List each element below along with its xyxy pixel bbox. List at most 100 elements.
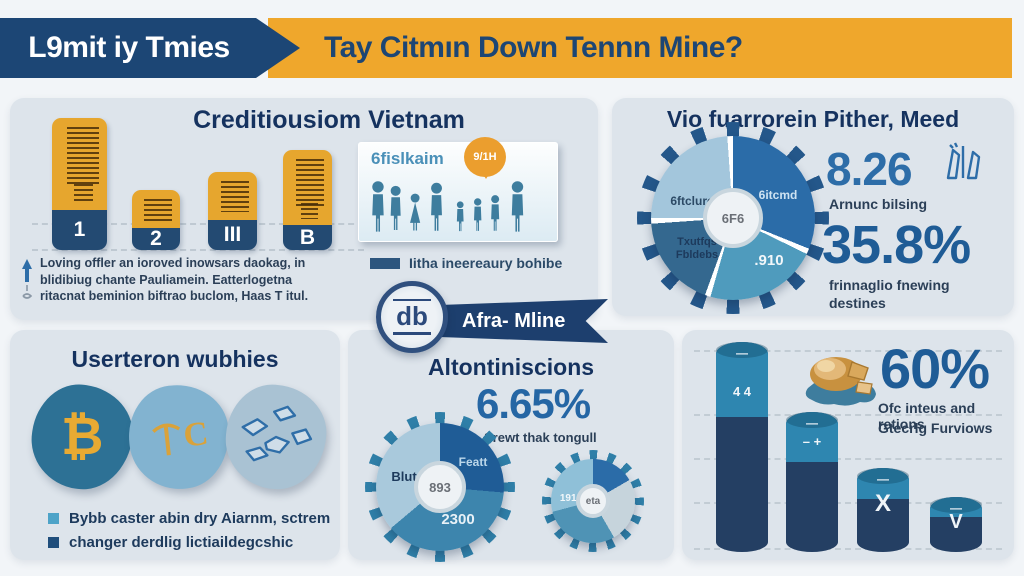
bullet-item: changer derdlig lictiaildegcshic xyxy=(48,534,330,551)
bar-texture xyxy=(144,199,172,224)
bar-2-label: 2 xyxy=(150,227,162,250)
panel-badges: Userteron wubhies ₿ C xyxy=(10,330,340,560)
cylinder-rim xyxy=(716,342,768,358)
cylinder-mark: — xyxy=(736,346,748,360)
panel-credit: Creditiousiom Vietnam 1 2 xyxy=(10,98,598,320)
cylinder-bar-2: — – + xyxy=(786,412,838,552)
bar-3: III xyxy=(208,172,257,250)
stat-60-caption-1: Ofc inteus and retions xyxy=(878,400,976,432)
bitcoin-badge: ₿ xyxy=(25,378,139,496)
bar-2: 2 xyxy=(132,190,180,250)
bar-4-base: B xyxy=(283,225,332,250)
gridline xyxy=(694,350,1002,352)
bar-1-label: 1 xyxy=(73,218,86,241)
bar-4: B xyxy=(283,150,332,250)
panel-donut: Vio fuarrorein Pither, Meed 6ftclure 6it… xyxy=(612,98,1014,316)
cylinder-top xyxy=(857,468,909,499)
circle-logo: db xyxy=(376,281,448,353)
bullet-text: changer derdlig lictiaildegcshic xyxy=(69,534,294,551)
gold-nugget-icon xyxy=(805,357,876,406)
gear-center-label: eta xyxy=(585,495,601,507)
credit-bar-chart: 1 2 III xyxy=(32,116,364,251)
gridline xyxy=(694,548,1002,550)
bullet-square-icon xyxy=(48,513,59,524)
gridline xyxy=(32,249,364,251)
segment-label: .910 xyxy=(754,252,784,269)
cylinder-rim xyxy=(930,497,982,513)
ribbon-banner: Afra- Mline xyxy=(436,299,608,343)
logo-monogram: db xyxy=(393,299,431,335)
bar-2-top xyxy=(132,190,180,228)
people-card-label: 6fislkaim xyxy=(371,149,444,168)
cylinder-bar-3: — X xyxy=(857,468,909,552)
bar-texture xyxy=(295,159,324,207)
cylinder-mark: — xyxy=(950,501,962,515)
cylinder-rim xyxy=(786,412,838,428)
bullet-text: Bybb caster abin dry Aiarnm, sctrem xyxy=(69,510,331,527)
bar-3-top xyxy=(208,172,257,220)
cylinder-rim xyxy=(857,468,909,484)
cylinder-mark: — xyxy=(806,416,818,430)
donut-gear-chart: 6ftclure 6itcmd Txutfqs Fbldebs .910 6F6 xyxy=(637,122,829,314)
stat-60-caption-2: Gtecrlg Furviows xyxy=(878,420,993,436)
header-title: Tay Citmın Down Tennn Mine? xyxy=(324,31,743,64)
panel-gears: Altontiniscions 6.65% Srewt thak tongull… xyxy=(348,330,674,562)
big-gear-chart: Blutd Featt 2300 893 xyxy=(365,412,515,562)
cylinder-top xyxy=(716,342,768,417)
stat-826-value: 8.26 xyxy=(826,143,913,195)
speech-bubble: 9/1H xyxy=(464,137,506,179)
pickaxe-icon xyxy=(151,423,180,456)
tools-icon xyxy=(946,142,981,180)
bar-texture xyxy=(301,202,318,219)
cylinder-bar-1: — 4 4 xyxy=(716,342,768,552)
cylinder-bar-4: — V xyxy=(930,497,982,552)
pencil-arrow-icon xyxy=(22,259,33,299)
header-banner: Tay Citmın Down Tennn Mine? xyxy=(268,18,1012,78)
bar-3-base: III xyxy=(208,220,257,250)
gridline xyxy=(694,502,1002,504)
header-tag: L9mit iy Tmies xyxy=(28,31,230,64)
speech-bubble-text: 9/1H xyxy=(473,151,497,163)
bullet-square-icon xyxy=(48,537,59,548)
cylinder-top xyxy=(930,497,982,517)
donut-center: 6F6 xyxy=(703,188,763,248)
bar-texture xyxy=(67,127,99,186)
gridline xyxy=(694,414,1002,416)
bar-4-top xyxy=(283,150,332,225)
bar-1-top xyxy=(52,118,107,210)
panel-cylinders: — 4 4 — – + — X — V 60% xyxy=(682,330,1014,560)
segment-label: Txutfqs Fbldebs xyxy=(675,236,719,262)
segment-label: 6itcmd xyxy=(758,188,798,202)
gear-center: eta xyxy=(576,484,610,518)
panel-donut-title: Vio fuarrorein Pither, Meed xyxy=(666,106,960,132)
ribbon-text: Afra- Mline xyxy=(462,309,566,332)
people-legend: Iitha ineereaury bohibe xyxy=(370,255,562,271)
people-card: 6fislkaim 9/1H xyxy=(358,137,558,242)
header-tag-arrow: L9mit iy Tmies xyxy=(0,18,300,78)
panel-gears-title: Altontiniscions xyxy=(427,354,595,380)
segment-label: Featt xyxy=(458,455,488,469)
gear-center: 893 xyxy=(414,461,466,513)
cylinder-label: – + xyxy=(802,434,822,449)
badge-bullets: Bybb caster abin dry Aiarnm, sctrem chan… xyxy=(48,510,330,558)
legend-text: Iitha ineereaury bohibe xyxy=(409,255,563,271)
credit-caption: Loving offler an ioroved inowsars daokag… xyxy=(40,256,309,303)
pickaxe-badge: C xyxy=(123,380,235,494)
bar-3-label: III xyxy=(223,223,242,246)
stat-665-value: 6.65% xyxy=(476,380,591,427)
bar-texture xyxy=(220,181,249,212)
bullet-item: Bybb caster abin dry Aiarnm, sctrem xyxy=(48,510,330,527)
scrap-badge xyxy=(221,380,331,494)
panel-badges-title: Userteron wubhies xyxy=(71,346,279,372)
legend-swatch xyxy=(370,257,400,269)
bar-1: 1 xyxy=(52,118,107,250)
scattered-scrap-icon xyxy=(241,405,313,462)
cylinder-mark: — xyxy=(877,472,889,486)
bar-2-base: 2 xyxy=(132,227,180,250)
cylinder-label: X xyxy=(874,490,891,517)
cylinder-label: 4 4 xyxy=(732,384,752,399)
bar-texture xyxy=(74,183,93,204)
bar-4-label: B xyxy=(299,225,316,249)
gridline xyxy=(694,458,1002,460)
